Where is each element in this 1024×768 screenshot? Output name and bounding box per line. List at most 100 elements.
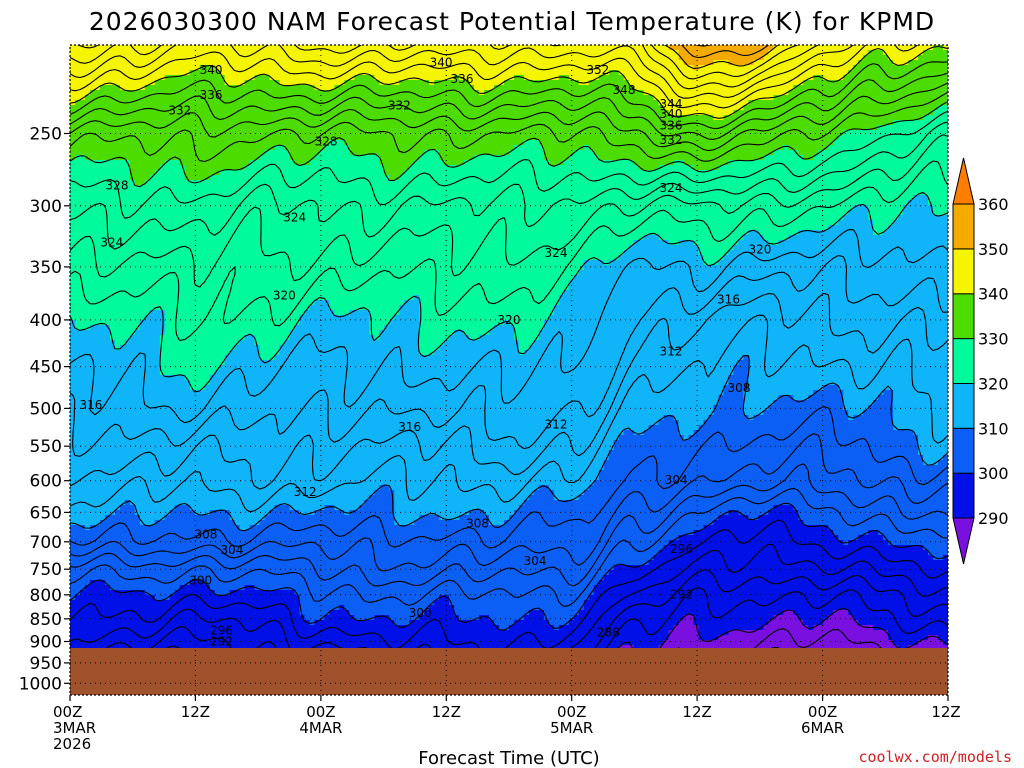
contour-fill-cell [364, 75, 370, 81]
contour-fill-cell [115, 170, 121, 176]
contour-fill-cell [379, 150, 385, 156]
contour-fill-cell [135, 145, 141, 151]
contour-fill-cell [260, 115, 266, 121]
contour-fill-cell [110, 160, 116, 166]
contour-fill-cell [524, 130, 530, 136]
contour-fill-cell [738, 165, 744, 171]
contour-fill-cell [110, 50, 116, 56]
contour-fill-cell [150, 110, 156, 116]
contour-fill-cell [738, 135, 744, 141]
contour-fill-cell [439, 45, 445, 51]
contour-fill-cell [898, 145, 904, 151]
contour-fill-cell [200, 45, 206, 51]
contour-fill-cell [240, 125, 246, 131]
contour-fill-cell [230, 145, 236, 151]
contour-fill-cell [933, 150, 939, 156]
contour-fill-cell [748, 180, 754, 186]
contour-fill-cell [783, 165, 789, 171]
contour-fill-cell [828, 180, 834, 186]
contour-fill-cell [509, 135, 515, 141]
contour-fill-cell [474, 75, 480, 81]
contour-fill-cell [449, 110, 455, 116]
contour-fill-cell [354, 50, 360, 56]
contour-fill-cell [130, 150, 136, 156]
contour-fill-cell [813, 130, 819, 136]
contour-fill-cell [329, 155, 335, 161]
contour-fill-cell [329, 55, 335, 61]
contour-fill-cell [429, 85, 435, 91]
contour-fill-cell [554, 85, 560, 91]
contour-fill-cell [145, 110, 151, 116]
contour-fill-cell [714, 160, 720, 166]
contour-fill-cell [105, 115, 111, 121]
contour-fill-cell [324, 50, 330, 56]
contour-fill-cell [604, 165, 610, 171]
contour-fill-cell [424, 155, 430, 161]
contour-fill-cell [334, 80, 340, 86]
contour-fill-cell [175, 70, 181, 76]
contour-fill-cell [329, 150, 335, 156]
contour-fill-cell [429, 150, 435, 156]
contour-fill-cell [115, 130, 121, 136]
contour-fill-cell [294, 75, 300, 81]
contour-fill-cell [449, 95, 455, 101]
contour-fill-cell [200, 170, 206, 176]
contour-fill-cell [180, 145, 186, 151]
contour-fill-cell [823, 55, 829, 61]
contour-fill-cell [155, 50, 161, 56]
contour-fill-cell [873, 170, 879, 176]
contour-fill-cell [75, 165, 81, 171]
contour-fill-cell [165, 80, 171, 86]
contour-fill-cell [215, 175, 221, 181]
contour-fill-cell [304, 65, 310, 71]
contour-fill-cell [270, 125, 276, 131]
contour-fill-cell [324, 80, 330, 86]
contour-fill-cell [564, 125, 570, 131]
contour-fill-cell [309, 105, 315, 111]
contour-fill-cell [719, 120, 725, 126]
contour-fill-cell [165, 140, 171, 146]
contour-fill-cell [250, 150, 256, 156]
contour-fill-cell [778, 65, 784, 71]
contour-fill-cell [494, 125, 500, 131]
contour-fill-cell [240, 160, 246, 166]
contour-fill-cell [394, 65, 400, 71]
contour-fill-cell [903, 150, 909, 156]
contour-fill-cell [364, 165, 370, 171]
contour-fill-cell [878, 110, 884, 116]
contour-fill-cell [813, 170, 819, 176]
contour-fill-cell [504, 180, 510, 186]
contour-fill-cell [384, 150, 390, 156]
contour-fill-cell [130, 160, 136, 166]
contour-fill-cell [554, 155, 560, 161]
contour-fill-cell [484, 105, 490, 111]
contour-fill-cell [639, 70, 645, 76]
contour-fill-cell [414, 180, 420, 186]
contour-fill-cell [369, 150, 375, 156]
contour-fill-cell [80, 170, 86, 176]
contour-fill-cell [389, 140, 395, 146]
contour-fill-cell [863, 90, 869, 96]
contour-fill-cell [644, 160, 650, 166]
contour-fill-cell [285, 160, 291, 166]
contour-fill-cell [245, 70, 251, 76]
contour-fill-cell [893, 130, 899, 136]
contour-fill-cell [738, 180, 744, 186]
contour-fill-cell [524, 65, 530, 71]
contour-fill-cell [689, 145, 695, 151]
contour-fill-cell [479, 165, 485, 171]
contour-fill-cell [424, 180, 430, 186]
contour-fill-cell [424, 175, 430, 181]
contour-fill-cell [679, 150, 685, 156]
contour-fill-cell [579, 155, 585, 161]
contour-fill-cell [714, 110, 720, 116]
contour-fill-cell [753, 165, 759, 171]
contour-fill-cell [589, 105, 595, 111]
contour-fill-cell [364, 145, 370, 151]
contour-fill-cell [514, 100, 520, 106]
contour-fill-cell [449, 105, 455, 111]
contour-fill-cell [285, 155, 291, 161]
contour-fill-cell [594, 45, 600, 51]
contour-fill-cell [275, 85, 281, 91]
contour-fill-cell [519, 170, 525, 176]
